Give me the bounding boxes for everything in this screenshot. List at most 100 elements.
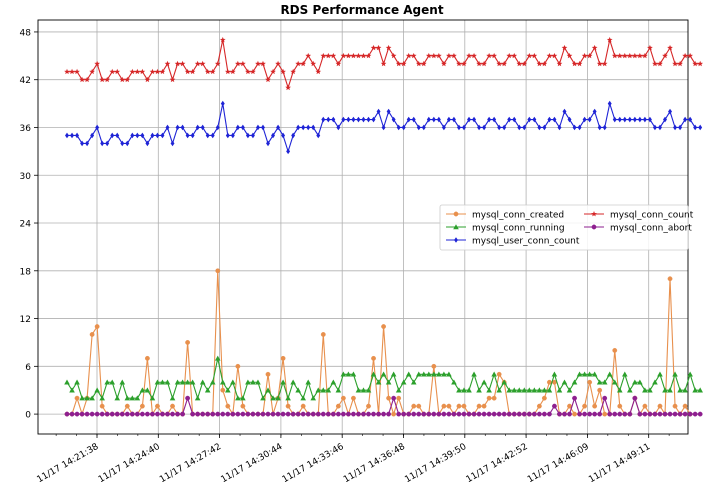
- data-point: [697, 60, 704, 67]
- data-point: [657, 411, 663, 417]
- data-point: [551, 371, 558, 377]
- data-point: [426, 116, 431, 123]
- data-point: [330, 52, 337, 59]
- legend-entry: mysql_conn_count: [584, 210, 694, 220]
- data-point: [400, 60, 407, 67]
- data-point: [90, 132, 95, 139]
- data-point: [199, 379, 206, 385]
- data-point: [581, 371, 588, 377]
- data-point: [611, 379, 618, 385]
- data-point: [421, 411, 427, 417]
- data-point: [225, 403, 231, 409]
- data-point: [275, 60, 281, 67]
- data-point: [541, 395, 547, 401]
- data-point: [155, 411, 160, 417]
- data-point: [531, 52, 538, 59]
- data-point: [190, 411, 196, 417]
- data-point: [356, 116, 361, 123]
- data-point: [677, 411, 683, 417]
- data-point: [85, 140, 90, 147]
- data-point: [521, 60, 528, 67]
- data-point: [461, 403, 467, 409]
- data-point: [441, 60, 447, 67]
- data-point: [652, 124, 657, 131]
- data-point: [335, 60, 342, 67]
- data-point: [647, 387, 653, 393]
- x-tick-label: 11/17 14:27:42: [158, 442, 223, 482]
- data-point: [346, 116, 351, 123]
- data-point: [381, 324, 386, 329]
- data-point: [502, 124, 507, 131]
- data-point: [616, 387, 623, 393]
- data-point: [209, 379, 216, 385]
- data-point: [149, 68, 156, 75]
- data-point: [375, 379, 382, 385]
- data-point: [165, 124, 170, 131]
- x-tick-label: 11/17 14:30:44: [219, 442, 284, 482]
- x-tick-label: 11/17 14:46:09: [526, 442, 591, 482]
- x-tick-label: 11/17 14:33:46: [281, 442, 346, 482]
- data-point: [180, 411, 185, 417]
- data-point: [501, 411, 507, 417]
- data-point: [276, 124, 281, 131]
- data-point: [476, 387, 482, 393]
- data-point: [64, 68, 70, 75]
- data-point: [145, 355, 150, 361]
- data-point: [395, 387, 402, 393]
- data-point: [260, 395, 266, 401]
- data-point: [65, 132, 69, 139]
- data-point: [431, 411, 437, 417]
- data-point: [390, 371, 397, 377]
- data-point: [601, 60, 608, 67]
- data-point: [144, 76, 151, 83]
- data-point: [571, 379, 578, 385]
- data-point: [170, 411, 175, 417]
- data-point: [541, 387, 548, 393]
- data-point: [240, 395, 246, 401]
- data-point: [688, 116, 693, 123]
- data-point: [215, 124, 220, 131]
- data-point: [315, 68, 322, 75]
- data-point: [496, 411, 502, 417]
- data-point: [471, 371, 477, 377]
- data-point: [586, 52, 593, 59]
- data-point: [497, 124, 502, 131]
- data-point: [486, 387, 492, 393]
- y-tick-label: 36: [20, 124, 32, 134]
- data-point: [396, 395, 402, 401]
- data-point: [446, 403, 452, 409]
- data-point: [632, 379, 638, 385]
- data-point: [596, 379, 603, 385]
- data-point: [250, 132, 255, 139]
- data-point: [647, 116, 652, 123]
- data-point: [652, 60, 658, 67]
- data-point: [355, 387, 362, 393]
- data-point: [677, 60, 683, 67]
- data-point: [506, 411, 512, 417]
- data-point: [617, 403, 623, 409]
- data-point: [396, 124, 401, 131]
- data-point: [556, 60, 563, 67]
- data-point: [375, 44, 382, 51]
- data-point: [154, 379, 161, 385]
- data-point: [451, 379, 457, 385]
- data-point: [175, 411, 180, 417]
- data-point: [260, 411, 266, 417]
- data-point: [69, 68, 75, 75]
- data-point: [541, 411, 547, 417]
- data-point: [396, 411, 402, 417]
- data-point: [220, 387, 226, 393]
- data-point: [522, 124, 527, 131]
- data-point: [270, 68, 276, 75]
- data-point: [109, 68, 116, 75]
- data-point: [677, 387, 683, 393]
- data-point: [501, 379, 507, 385]
- data-point: [606, 36, 613, 43]
- data-point: [647, 411, 653, 417]
- data-point: [662, 411, 668, 417]
- data-point: [471, 52, 477, 59]
- data-point: [366, 116, 371, 123]
- data-point: [642, 116, 647, 123]
- data-point: [280, 379, 286, 385]
- data-point: [255, 60, 261, 67]
